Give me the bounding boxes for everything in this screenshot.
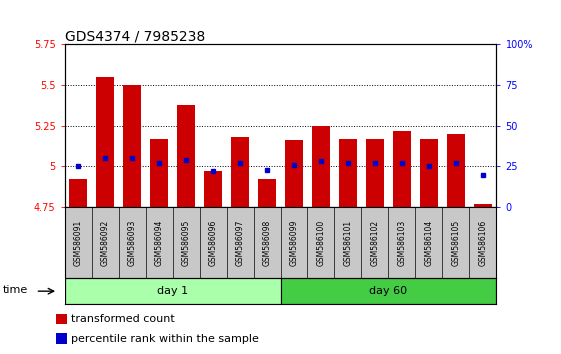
Bar <box>280 278 496 304</box>
Text: GSM586095: GSM586095 <box>182 219 191 266</box>
Text: GSM586099: GSM586099 <box>289 219 298 266</box>
Bar <box>56 333 67 344</box>
Text: GSM586101: GSM586101 <box>343 219 352 266</box>
Text: percentile rank within the sample: percentile rank within the sample <box>71 333 259 344</box>
Text: GSM586096: GSM586096 <box>209 219 218 266</box>
Bar <box>311 126 330 207</box>
Bar <box>366 139 384 207</box>
Text: GSM586091: GSM586091 <box>73 219 82 266</box>
Bar <box>65 278 280 304</box>
Text: GSM586106: GSM586106 <box>479 219 488 266</box>
Text: GSM586093: GSM586093 <box>127 219 136 266</box>
Bar <box>473 204 493 207</box>
Bar <box>257 179 277 207</box>
Bar <box>177 104 195 207</box>
Bar <box>338 139 357 207</box>
Bar <box>393 131 411 207</box>
Text: transformed count: transformed count <box>71 314 175 324</box>
Text: GSM586103: GSM586103 <box>398 219 407 266</box>
Text: GSM586100: GSM586100 <box>316 219 325 266</box>
Bar <box>122 85 141 207</box>
Text: day 1: day 1 <box>157 286 188 296</box>
Text: GSM586092: GSM586092 <box>100 219 109 266</box>
Text: time: time <box>3 285 29 295</box>
Bar <box>284 140 304 207</box>
Text: GSM586105: GSM586105 <box>452 219 461 266</box>
Text: GSM586097: GSM586097 <box>236 219 245 266</box>
Bar <box>95 77 114 207</box>
Text: day 60: day 60 <box>370 286 407 296</box>
Bar <box>68 179 88 207</box>
Text: GSM586104: GSM586104 <box>425 219 434 266</box>
Bar <box>231 137 250 207</box>
Text: GSM586094: GSM586094 <box>154 219 163 266</box>
Bar <box>150 139 168 207</box>
Bar <box>420 139 439 207</box>
Text: GDS4374 / 7985238: GDS4374 / 7985238 <box>65 29 205 43</box>
Bar <box>56 314 67 324</box>
Bar <box>447 134 466 207</box>
Text: GSM586102: GSM586102 <box>370 219 379 266</box>
Text: GSM586098: GSM586098 <box>263 219 272 266</box>
Bar <box>204 171 223 207</box>
